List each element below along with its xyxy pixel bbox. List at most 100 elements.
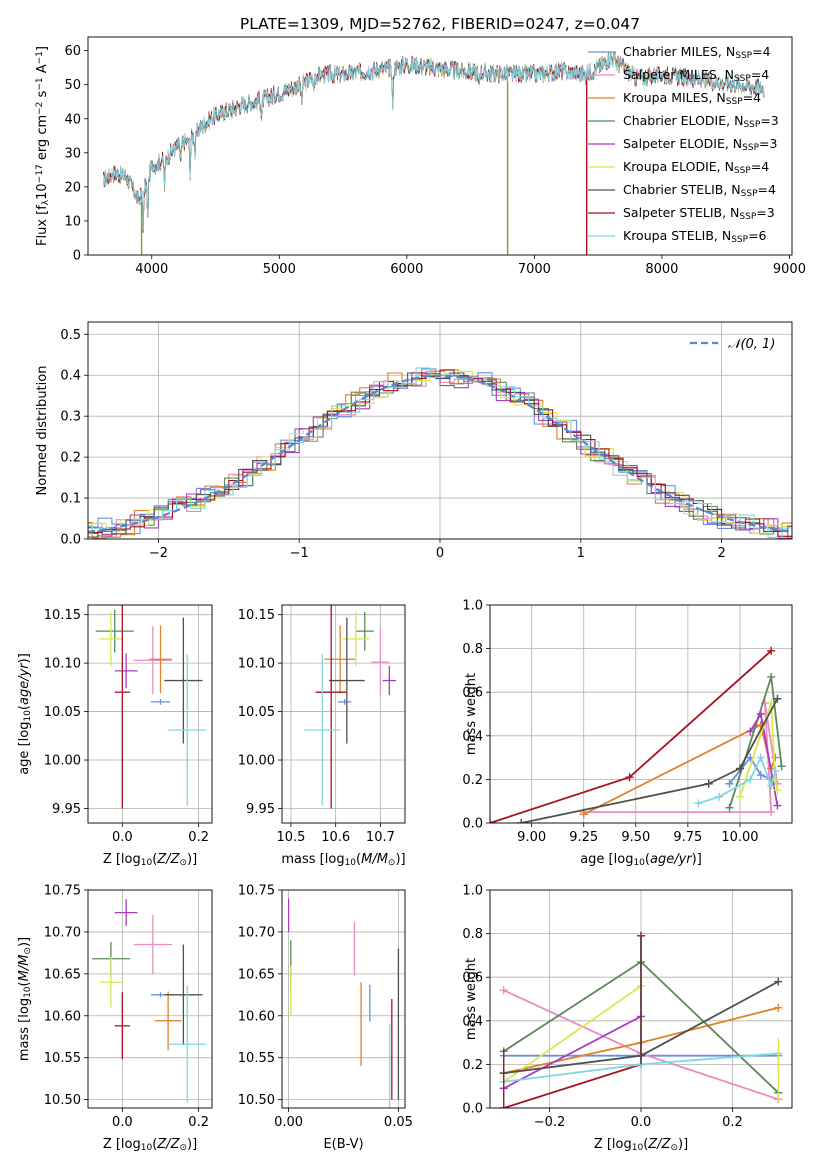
x-tick-label: −2 — [149, 546, 168, 561]
errorbar-point — [150, 698, 171, 705]
x-tick-label: 4000 — [135, 262, 168, 277]
x-tick-label: 0.0 — [112, 1115, 133, 1130]
errorbar-point — [337, 698, 352, 705]
mass-weight-marker — [715, 792, 724, 801]
y-tick-label: 10.75 — [238, 884, 275, 899]
mass-weight-marker — [774, 977, 783, 986]
errorbar-point — [114, 653, 138, 689]
mass-weight-line — [521, 698, 779, 823]
axes-frame — [489, 604, 793, 824]
y-tick-label: 0.4 — [60, 369, 81, 384]
errorbar-point — [304, 654, 341, 806]
errorbar-point — [99, 957, 123, 1008]
y-tick-labels: 0.0 0.2 0.4 0.6 0.8 1.0 — [462, 884, 483, 1117]
legend-label: Kroupa STELIB, NSSP=6 — [623, 228, 767, 245]
errorbar-point — [168, 985, 207, 1103]
legend-entry: Kroupa MILES, NSSP=4 — [588, 90, 761, 107]
y-tick-label: 0.8 — [462, 927, 483, 942]
histogram-step — [88, 367, 792, 538]
mass-weight-marker — [767, 646, 776, 655]
legend-label: Salpeter STELIB, NSSP=3 — [623, 205, 775, 222]
y-tick-label: 10.65 — [238, 967, 275, 982]
y-tick-label: 10.10 — [238, 657, 275, 672]
mass-weight-marker — [771, 766, 780, 775]
histogram-step — [88, 372, 792, 539]
y-tick-label: 9.95 — [246, 802, 275, 817]
y-tick-label: 0.3 — [60, 410, 81, 425]
x-tick-label: 9.75 — [673, 830, 702, 845]
y-axis-label: Normed distribution — [35, 366, 50, 496]
y-tick-labels: 0 10 20 30 40 50 60 — [64, 44, 81, 263]
y-tick-label: 1.0 — [462, 884, 483, 899]
figure-title: PLATE=1309, MJD=52762, FIBERID=0247, z=0… — [240, 15, 640, 33]
plot-area — [304, 605, 397, 809]
x-tick-label: 5000 — [263, 262, 296, 277]
x-axis-label: age [log10(age/yr)] — [580, 852, 702, 868]
mass-weight-marker — [694, 799, 703, 808]
y-axis-label: mass weight — [464, 673, 479, 755]
histogram-step — [88, 368, 792, 539]
errorbar-point — [149, 625, 172, 694]
x-tick-label: 0.05 — [384, 1115, 413, 1130]
errorbar-point — [168, 654, 207, 806]
x-axis-label: Z [log10(Z/Z⊙)] — [594, 1137, 688, 1153]
mass-weight-marker — [735, 792, 744, 801]
plot-area — [91, 899, 207, 1103]
mass-weight-marker — [625, 773, 634, 782]
errorbar-point — [324, 625, 356, 694]
histogram-step — [88, 372, 792, 538]
normal-curve — [88, 374, 790, 533]
axes-frame — [489, 889, 793, 1109]
y-tick-label: 40 — [64, 112, 81, 127]
mass-weight-marker — [773, 694, 782, 703]
errorbar-point — [133, 626, 172, 695]
x-tick-label: 2 — [717, 546, 725, 561]
y-tick-label: 20 — [64, 180, 81, 195]
mass-weight-line — [503, 985, 642, 1083]
mass-weight-marker — [773, 801, 782, 810]
plot-area — [499, 931, 783, 1108]
mass-weight-marker — [517, 819, 526, 823]
x-tick-label: 6000 — [390, 262, 423, 277]
y-tick-label: 10.05 — [238, 705, 275, 720]
x-tick-label: −0.2 — [534, 1115, 566, 1130]
errorbar-point — [164, 944, 203, 1046]
x-axis-label: E(B-V) — [323, 1137, 363, 1152]
x-tick-labels: −2 −1 0 1 2 — [149, 546, 726, 561]
errorbar-point — [133, 915, 172, 974]
y-tick-label: 0.0 — [462, 817, 483, 832]
errorbar-point — [371, 628, 390, 697]
mass-weight-marker — [725, 803, 734, 812]
y-tick-label: 0.4 — [462, 729, 483, 744]
legend-entry: Chabrier ELODIE, NSSP=3 — [588, 113, 779, 130]
y-tick-label: 10.75 — [44, 884, 81, 899]
legend-entry: Kroupa STELIB, NSSP=6 — [588, 228, 767, 245]
legend: 𝒩(0, 1) — [690, 337, 775, 352]
plot-area — [102, 51, 765, 255]
age-vs-mass-panel: 10.5 10.6 10.7 9.95 10.00 10.05 10.10 10.15 mass… — [238, 604, 406, 868]
y-axis-label: mass [log10(M/M⊙)] — [17, 937, 33, 1061]
x-tick-labels: 9.00 9.25 9.50 9.75 10.00 — [517, 830, 758, 845]
legend-label: Salpeter MILES, NSSP=4 — [623, 67, 769, 84]
legend-entry: Salpeter MILES, NSSP=4 — [588, 67, 769, 84]
x-tick-label: 9.00 — [517, 830, 546, 845]
mass-weight-line — [739, 702, 779, 798]
errorbar-point — [382, 666, 397, 696]
x-tick-labels: 0.00 0.05 — [274, 1115, 413, 1130]
mass-weight-marker — [725, 779, 734, 788]
y-tick-label: 10.15 — [238, 608, 275, 623]
x-tick-label: 10.5 — [276, 830, 305, 845]
legend-label: 𝒩(0, 1) — [728, 337, 775, 352]
mass-weight-marker — [735, 764, 744, 773]
y-tick-label: 10.50 — [238, 1093, 275, 1108]
x-axis-label: Z [log10(Z/Z⊙)] — [103, 852, 197, 868]
x-tick-label: 0.2 — [188, 1115, 209, 1130]
legend: Chabrier MILES, NSSP=4 Salpeter MILES, NS… — [588, 44, 779, 245]
mass-weight-marker — [767, 699, 776, 708]
y-tick-label: 0.8 — [462, 642, 483, 657]
errorbar-point — [99, 611, 123, 667]
y-tick-label: 10.55 — [44, 1051, 81, 1066]
mass-weight-marker — [773, 786, 782, 795]
y-tick-label: 10.60 — [44, 1009, 81, 1024]
